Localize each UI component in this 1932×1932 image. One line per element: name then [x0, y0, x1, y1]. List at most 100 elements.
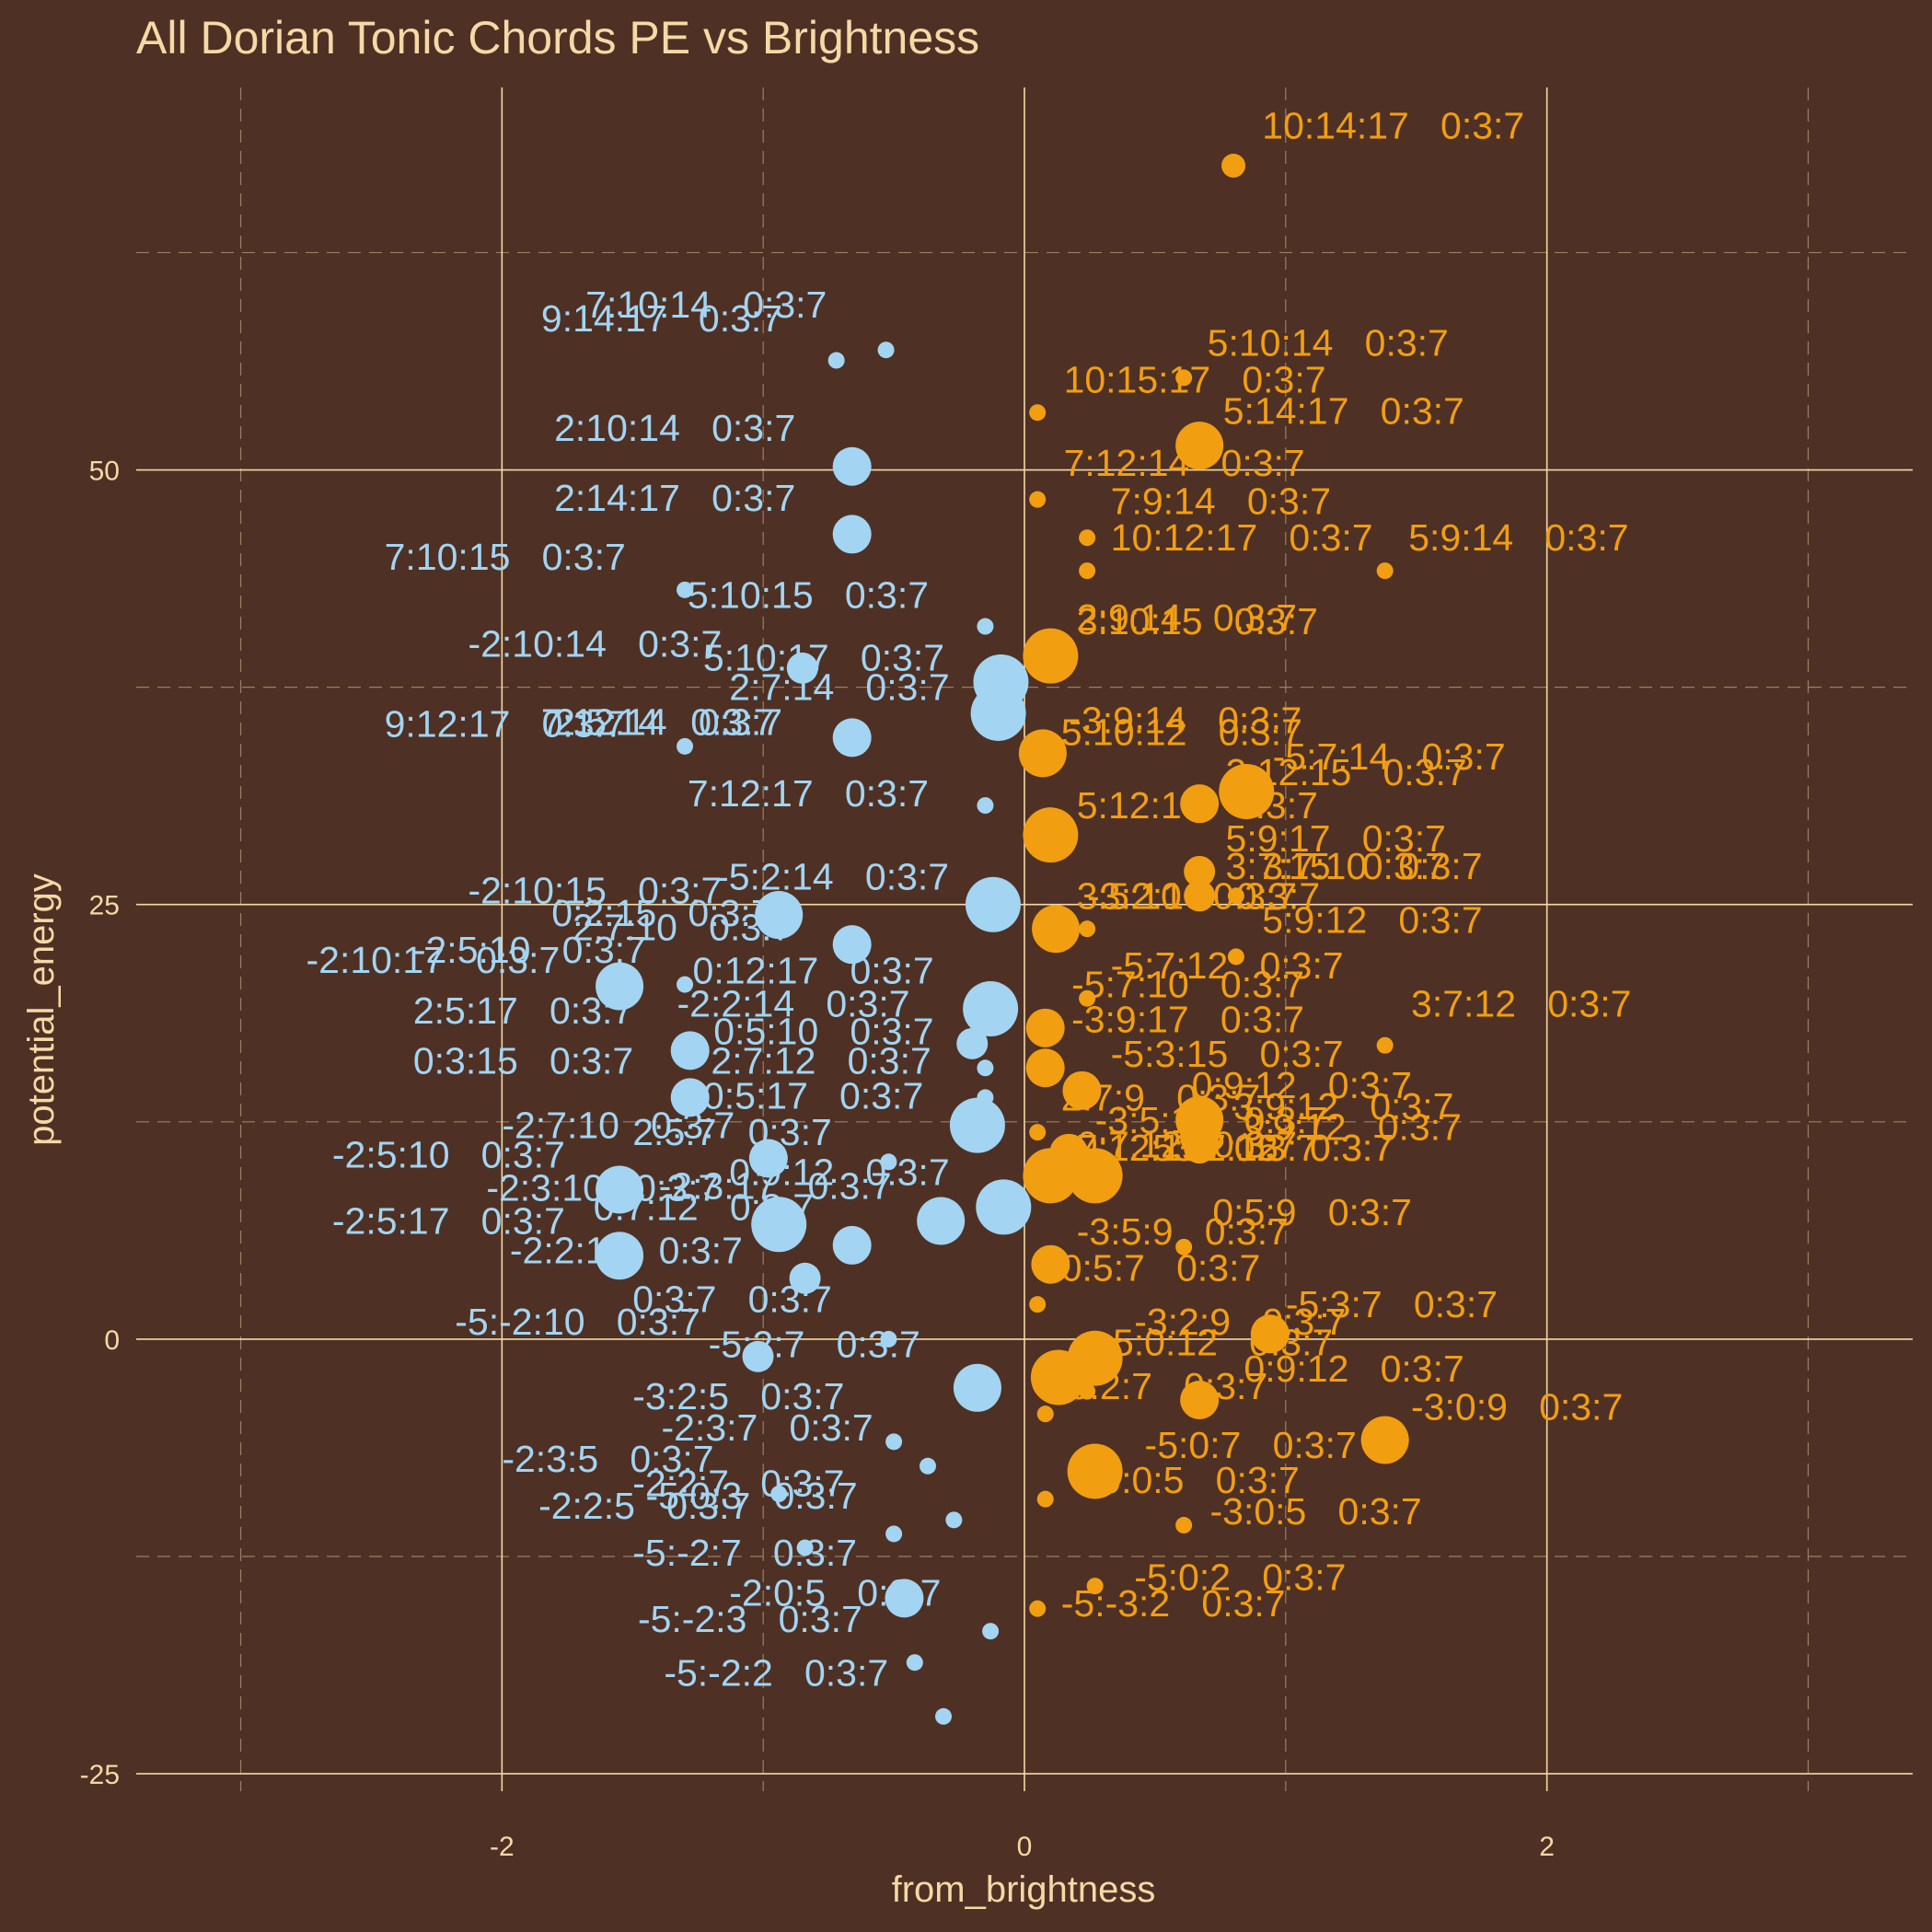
- point-label: -2:5:10 0:3:7: [413, 929, 646, 971]
- blue-data-point: [976, 1179, 1032, 1235]
- point-label: -2:10:14 0:3:7: [468, 622, 722, 665]
- point-label: 3:7:10 0:3:7: [1262, 845, 1482, 887]
- point-label: -5:0:2 0:3:7: [1134, 1556, 1346, 1599]
- point-label: 0:7:12 0:3:7: [1077, 1123, 1297, 1165]
- blue-data-point: [917, 1197, 966, 1245]
- point-label: 0:0:5 0:3:7: [1100, 1459, 1300, 1501]
- blue-data-point: [906, 1654, 923, 1672]
- point-label: -2:10:15 0:3:7: [468, 870, 722, 912]
- y-axis-title: potential_energy: [21, 873, 62, 1146]
- orange-data-point: [1079, 529, 1096, 547]
- blue-data-point: [786, 652, 818, 684]
- point-label: -5:-2:7 0:3:7: [632, 1532, 857, 1574]
- blue-data-point: [977, 797, 994, 815]
- orange-data-point: [1036, 1490, 1054, 1508]
- point-label: 0:12:17 0:3:7: [693, 949, 934, 991]
- blue-data-point: [919, 1457, 936, 1475]
- blue-data-point: [827, 352, 845, 369]
- point-label: 10:12:17 0:3:7: [1111, 516, 1373, 559]
- orange-data-point: [1029, 404, 1047, 422]
- orange-data-point: [1025, 1008, 1065, 1047]
- orange-data-point: [1079, 562, 1096, 580]
- chart-title: All Dorian Tonic Chords PE vs Brightness: [136, 12, 979, 64]
- orange-data-point: [1184, 855, 1216, 887]
- point-label: 2:7:9 0:3:7: [1061, 1076, 1261, 1118]
- point-label: 10:15:17 0:3:7: [1064, 358, 1326, 400]
- y-tick-label: 50: [89, 457, 120, 487]
- point-label: -5:7:14 0:3:7: [1273, 735, 1506, 778]
- blue-data-point: [982, 1623, 1000, 1640]
- blue-data-point: [832, 515, 872, 554]
- point-label: 3:10:15 0:3:7: [1077, 600, 1318, 642]
- point-label: -5:-3:2 0:3:7: [1061, 1582, 1286, 1625]
- blue-data-point: [945, 1511, 963, 1529]
- point-label: -5:2:7 0:3:7: [1056, 1365, 1267, 1407]
- orange-data-point: [1175, 1238, 1193, 1255]
- orange-data-point: [1031, 1244, 1070, 1284]
- orange-data-point: [1175, 369, 1193, 387]
- point-label: 5:9:14 0:3:7: [1408, 516, 1628, 559]
- orange-data-point: [1360, 1416, 1409, 1464]
- orange-data-point: [1221, 153, 1246, 178]
- axes: -2 0 2 -25 0 25 50: [80, 457, 1555, 1862]
- blue-data-point: [977, 1059, 994, 1077]
- point-label: 9:14:17 0:3:7: [541, 297, 782, 340]
- blue-data-point: [963, 981, 1019, 1037]
- point-label: -3:9:17 0:3:7: [1071, 998, 1304, 1040]
- point-label: 5:9:12 0:3:7: [1262, 899, 1482, 942]
- point-label: -5:3:15 0:3:7: [1111, 1033, 1344, 1075]
- blue-data-point: [832, 1225, 872, 1265]
- point-label: 3:7:12 0:3:7: [1174, 1127, 1394, 1169]
- orange-data-point: [1062, 1070, 1102, 1110]
- point-label: 2:5:7 0:3:7: [632, 1111, 832, 1153]
- point-label: -2:3:17 0:3:7: [659, 1165, 892, 1208]
- orange-data-point: [1079, 989, 1096, 1007]
- point-label: -3:0:5 0:3:7: [1210, 1490, 1422, 1533]
- blue-data-point: [677, 976, 694, 993]
- point-label: -5:0:7 0:3:7: [1145, 1424, 1357, 1466]
- point-label: -3:9:14 0:3:7: [1069, 700, 1301, 742]
- point-label: -5:2:7 0:3:7: [709, 1324, 920, 1366]
- point-label: 10:14:17 0:3:7: [1262, 105, 1524, 147]
- point-label: 9:12:17 0:3:7: [385, 702, 626, 745]
- point-label: 5:12:15 0:3:7: [1152, 1127, 1394, 1169]
- orange-data-point: [1180, 1381, 1220, 1420]
- orange-data-point: [1376, 1036, 1394, 1054]
- point-label: -5:0:12 0:3:7: [1100, 1322, 1333, 1364]
- point-label: 2:14:17 0:3:7: [554, 477, 795, 519]
- orange-data-point: [1175, 422, 1224, 470]
- point-label: 0:9:12 0:3:7: [729, 1151, 949, 1194]
- point-label: 2:7:12 0:3:7: [711, 1040, 931, 1082]
- blue-data-point: [596, 1232, 644, 1280]
- point-label: 7:12:14 0:3:7: [1064, 442, 1305, 484]
- point-label: 5:9:17 0:3:7: [1226, 817, 1446, 860]
- point-label: -5:3:7 0:3:7: [1286, 1283, 1498, 1325]
- point-label: 5:10:17 0:3:7: [703, 637, 944, 679]
- blue-data-point: [770, 1486, 788, 1503]
- point-label: -3:2:5 0:3:7: [632, 1375, 844, 1417]
- point-label: -2:2:5 0:3:7: [538, 1485, 750, 1527]
- blue-data-point: [935, 1707, 953, 1725]
- point-label: 0:2:15 0:3:7: [551, 892, 771, 934]
- point-label: 7:12:14 0:3:7: [541, 700, 782, 743]
- point-label: 2:5:17 0:3:7: [413, 989, 633, 1032]
- data-points: [596, 153, 1409, 1725]
- point-label: -3:2:9 0:3:7: [1134, 1301, 1346, 1343]
- orange-data-point: [1029, 1124, 1047, 1141]
- orange-data-point: [1029, 491, 1047, 508]
- blue-data-point: [885, 1525, 903, 1543]
- blue-data-point: [677, 737, 694, 755]
- point-label: -2:5:10 0:3:7: [332, 1134, 565, 1176]
- blue-data-point: [677, 581, 694, 598]
- grid: [136, 87, 1913, 1791]
- blue-data-point: [742, 1340, 774, 1372]
- point-label: -5:7:10 0:3:7: [1071, 964, 1304, 1006]
- point-label: -2:2:7 0:3:7: [632, 1463, 844, 1505]
- orange-data-point: [1067, 1443, 1123, 1499]
- blue-data-point: [953, 1363, 1001, 1412]
- point-label: 2:9:14 0:3:7: [1077, 596, 1297, 639]
- point-label: 0:3:15 0:3:7: [413, 1040, 633, 1082]
- point-label: -5:2:14 0:3:7: [716, 856, 949, 898]
- point-label: 7:12:17 0:3:7: [688, 772, 929, 815]
